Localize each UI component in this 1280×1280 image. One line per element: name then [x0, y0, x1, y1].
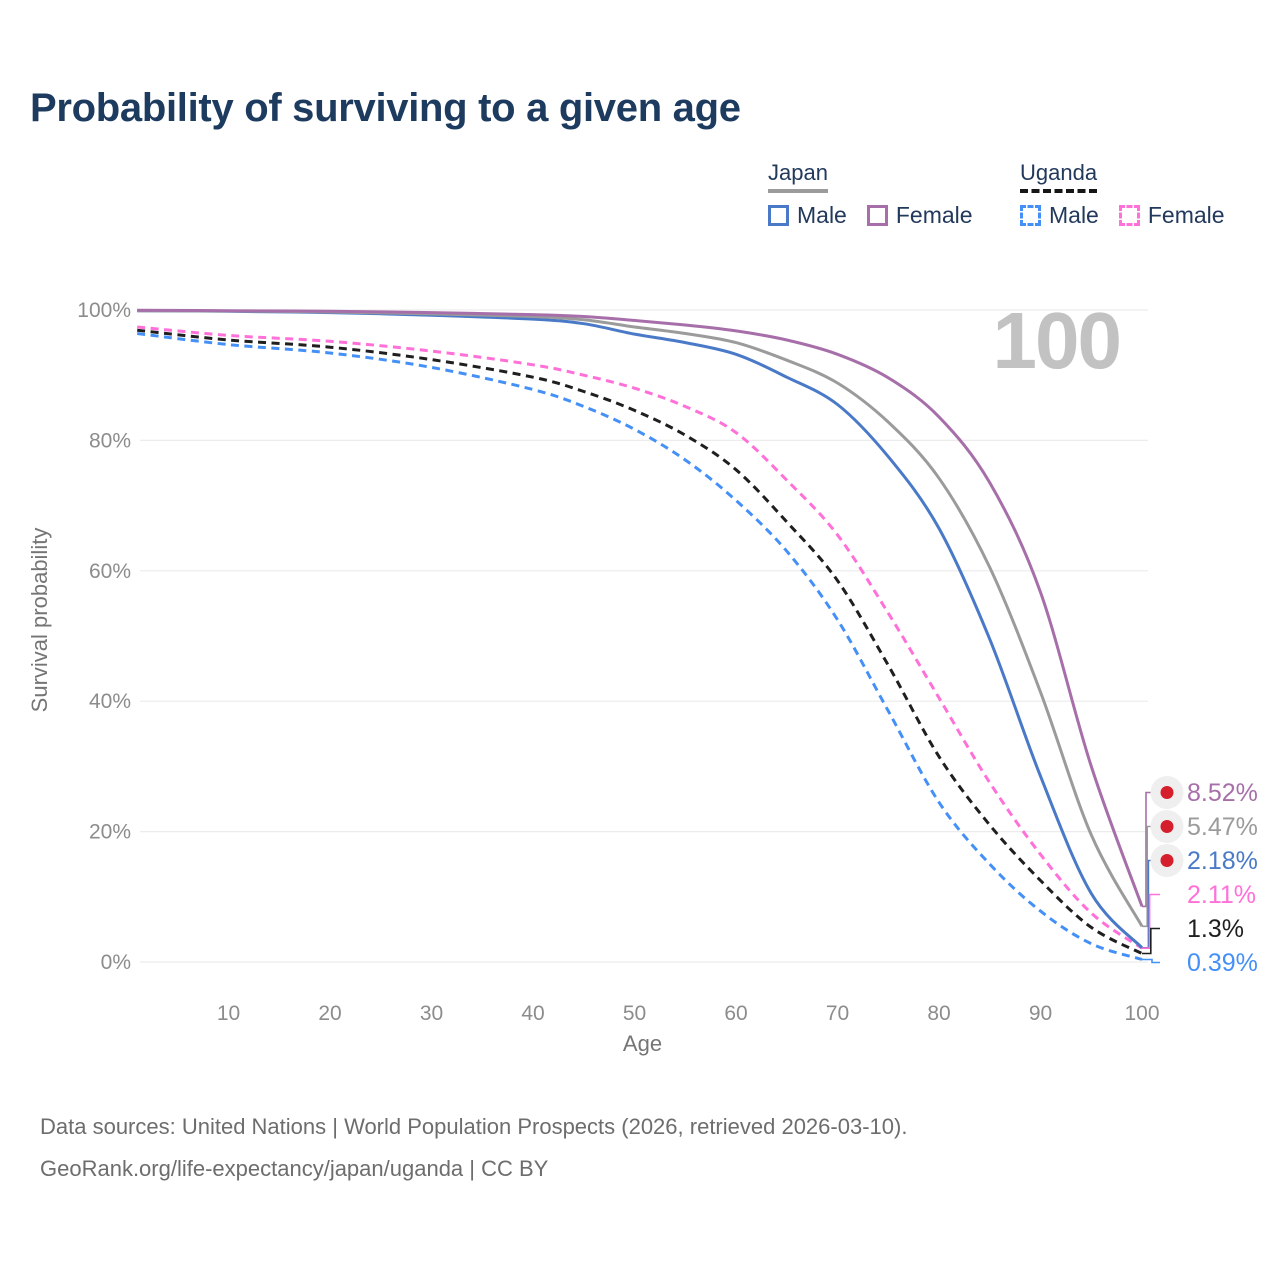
japan-flag-icon [1150, 810, 1184, 843]
end-value-label-japan-both-sexes: 5.47% [1187, 813, 1258, 841]
legend: Japan Male Female Uganda Male Female [768, 160, 1225, 229]
legend-group-japan: Japan Male Female [768, 160, 982, 229]
end-value-label-japan-female: 8.52% [1187, 779, 1258, 807]
age-100-annotation: 100 [993, 296, 1120, 385]
page-title: Probability of surviving to a given age [30, 86, 741, 130]
legend-swatch-japan-male [768, 205, 789, 226]
legend-country-japan: Japan [768, 160, 828, 193]
legend-item-japan-male[interactable]: Male [768, 202, 847, 229]
y-axis-title: Survival probability [27, 528, 52, 713]
data-sources-line: Data sources: United Nations | World Pop… [40, 1114, 908, 1139]
x-tick-label: 80 [927, 1002, 950, 1025]
legend-swatch-uganda-female [1118, 205, 1140, 226]
legend-label-japan-female: Female [895, 202, 973, 228]
legend-items-japan: Male Female [768, 202, 982, 229]
legend-label-uganda-female: Female [1147, 202, 1225, 228]
end-value-label-japan-male: 2.18% [1187, 847, 1258, 875]
leader-line-uganda-female [1142, 893, 1160, 949]
curve-japan-both-sexes [137, 309, 1144, 928]
y-tick-label: 100% [77, 299, 131, 322]
x-tick-label: 100 [1124, 1002, 1159, 1025]
legend-items-uganda: Male Female [1020, 202, 1225, 229]
legend-label-uganda-male: Male [1049, 202, 1099, 228]
x-tick-label: 30 [420, 1002, 443, 1025]
end-value-label-uganda-male: 0.39% [1187, 949, 1258, 977]
japan-flag-icon [1150, 776, 1184, 809]
x-tick-label: 70 [826, 1002, 849, 1025]
y-tick-label: 0% [101, 951, 131, 974]
legend-group-uganda: Uganda Male Female [1020, 160, 1225, 229]
x-tick-label: 50 [623, 1002, 646, 1025]
leader-line-uganda-both-sexes [1142, 927, 1160, 955]
attribution-line: GeoRank.org/life-expectancy/japan/uganda… [40, 1156, 549, 1181]
leader-line-uganda-male [1142, 958, 1160, 964]
curve-japan-male [137, 309, 1144, 949]
y-tick-label: 80% [89, 429, 131, 452]
legend-label-japan-male: Male [797, 202, 847, 228]
y-tick-label: 60% [89, 560, 131, 583]
legend-swatch-japan-female [866, 205, 888, 226]
legend-country-uganda: Uganda [1020, 160, 1098, 193]
curve-uganda-male [137, 332, 1143, 961]
end-value-label-uganda-both-sexes: 1.3% [1187, 915, 1244, 943]
footer: Data sources: United Nations | World Pop… [40, 1106, 907, 1190]
x-tick-label: 20 [318, 1002, 341, 1025]
x-tick-label: 10 [217, 1002, 240, 1025]
legend-item-uganda-female[interactable]: Female [1118, 202, 1225, 229]
x-axis-title: Age [623, 1031, 662, 1056]
leader-line-japan-both-sexes [1142, 825, 1160, 928]
x-tick-label: 90 [1029, 1002, 1052, 1025]
legend-item-uganda-male[interactable]: Male [1020, 202, 1099, 229]
legend-swatch-uganda-male [1020, 205, 1041, 226]
y-tick-label: 20% [89, 821, 131, 844]
legend-item-japan-female[interactable]: Female [866, 202, 973, 229]
curve-japan-female [137, 308, 1144, 907]
japan-flag-icon [1150, 844, 1184, 877]
x-tick-label: 40 [521, 1002, 544, 1025]
end-value-label-uganda-female: 2.11% [1187, 881, 1256, 909]
curve-uganda-female [137, 325, 1143, 950]
x-tick-label: 60 [724, 1002, 747, 1025]
curve-uganda-both-sexes [137, 328, 1143, 955]
y-tick-label: 40% [89, 690, 131, 713]
